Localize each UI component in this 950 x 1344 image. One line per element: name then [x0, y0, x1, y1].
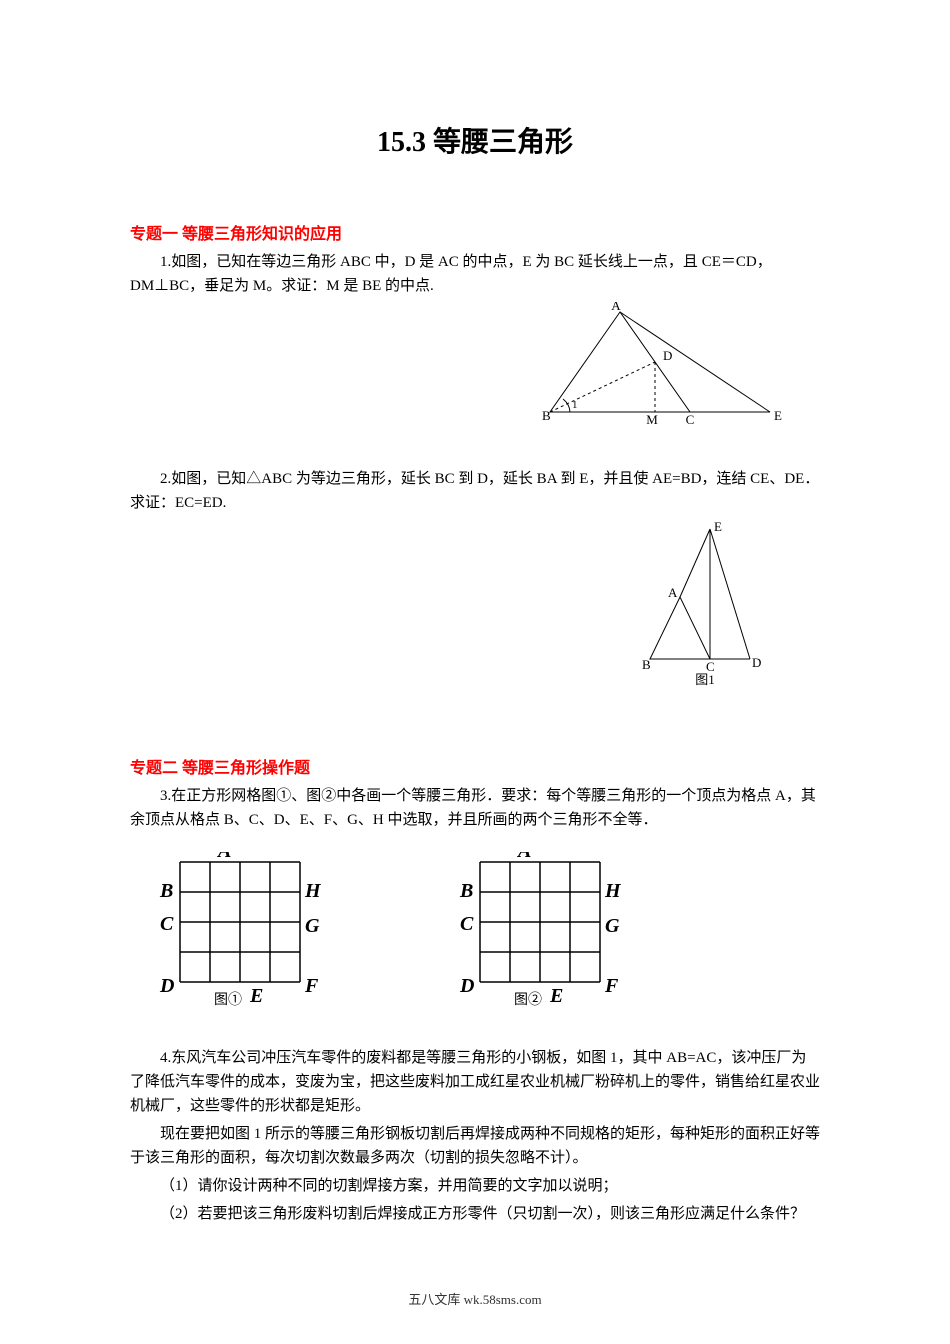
question-2: 2.如图，已知△ABC 为等边三角形，延长 BC 到 D，延长 BA 到 E，并… — [130, 467, 820, 515]
grid2-B: B — [459, 880, 473, 902]
figure-1-wrap: A B C D E M 1 — [130, 302, 820, 437]
grid-figure-2: A B C D E F G H 图② — [450, 852, 630, 1022]
section2-header: 专题二 等腰三角形操作题 — [130, 754, 820, 778]
grid1-G: G — [305, 915, 320, 937]
fig1-label-c: C — [686, 412, 695, 427]
page-title: 15.3 等腰三角形 — [130, 120, 820, 160]
grid1-E: E — [249, 985, 263, 1007]
fig1-label-a: A — [611, 302, 621, 313]
grid1-D: D — [159, 975, 174, 997]
fig1-label-d: D — [663, 348, 672, 363]
question-4a: 4.东风汽车公司冲压汽车零件的废料都是等腰三角形的小钢板，如图 1，其中 AB=… — [130, 1046, 820, 1118]
grid2-F: F — [604, 975, 619, 997]
grid2-A: A — [516, 852, 531, 862]
grid1-F: F — [304, 975, 319, 997]
question-4d: （2）若要把该三角形废料切割后焊接成正方形零件（只切割一次），则该三角形应满足什… — [130, 1202, 820, 1226]
grid2-E: E — [549, 985, 563, 1007]
grid2-G: G — [605, 915, 620, 937]
grid1-C: C — [160, 913, 174, 935]
grid1-caption: 图① — [214, 992, 242, 1008]
fig2-label-e: E — [714, 519, 722, 534]
page-footer: 五八文库 wk.58sms.com — [0, 1289, 950, 1308]
grid1-H: H — [304, 880, 322, 902]
question-1: 1.如图，已知在等边三角形 ABC 中，D 是 AC 的中点，E 为 BC 延长… — [130, 250, 820, 298]
fig2-label-d: D — [752, 655, 761, 670]
grid2-C: C — [460, 913, 474, 935]
question-3: 3.在正方形网格图①、图②中各画一个等腰三角形．要求：每个等腰三角形的一个顶点为… — [130, 784, 820, 832]
question-4b: 现在要把如图 1 所示的等腰三角形钢板切割后再焊接成两种不同规格的矩形，每种矩形… — [130, 1122, 820, 1170]
grid1-A: A — [216, 852, 231, 862]
fig2-caption: 图1 — [695, 672, 715, 687]
grid2-H: H — [604, 880, 622, 902]
question-4c: （1）请你设计两种不同的切割焊接方案，并用简要的文字加以说明； — [130, 1174, 820, 1198]
figure-2-svg: A B C D E 图1 — [630, 519, 780, 689]
fig1-label-e: E — [774, 408, 782, 423]
fig1-label-m: M — [646, 412, 658, 427]
fig1-label-one: 1 — [572, 399, 578, 411]
section1-header: 专题一 等腰三角形知识的应用 — [130, 220, 820, 244]
fig1-label-b: B — [542, 408, 551, 423]
grid2-D: D — [459, 975, 474, 997]
grid-figure-1: A B C D E F G H 图① — [150, 852, 330, 1022]
figure-2-wrap: A B C D E 图1 — [130, 519, 820, 694]
grid2-caption: 图② — [514, 992, 542, 1008]
grid-figures-row: A B C D E F G H 图① A B C D — [150, 852, 820, 1022]
fig2-label-b: B — [642, 657, 651, 672]
figure-1-svg: A B C D E M 1 — [530, 302, 790, 432]
grid1-B: B — [159, 880, 173, 902]
fig2-label-a: A — [668, 585, 678, 600]
